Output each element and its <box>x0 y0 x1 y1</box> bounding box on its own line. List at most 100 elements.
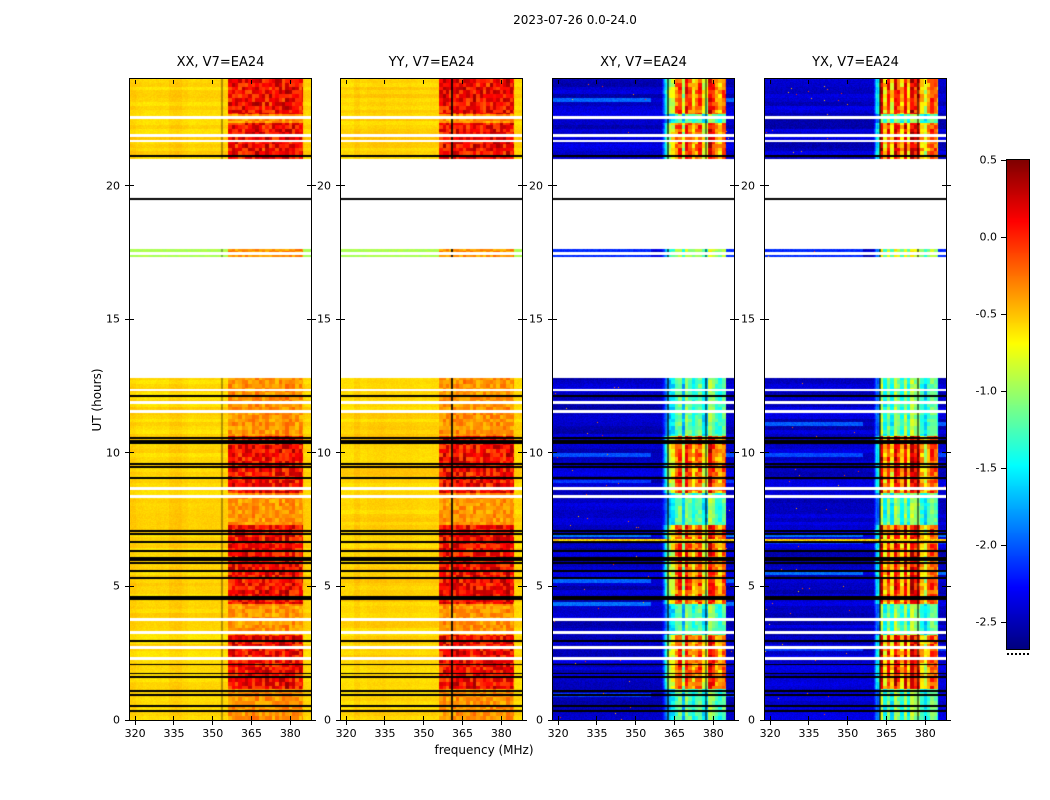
y-tick-label: 15 <box>106 312 120 326</box>
x-tick-mark-top <box>808 80 810 84</box>
x-axis-label: frequency (MHz) <box>434 743 534 757</box>
y-tick-mark-left <box>125 185 134 187</box>
x-tick-mark-bottom <box>847 716 849 725</box>
x-tick-label: 380 <box>702 727 724 740</box>
y-tick-mark-left <box>125 318 134 320</box>
y-tick-mark-left <box>336 452 345 454</box>
y-tick-mark-right <box>730 452 739 454</box>
y-tick-mark-right <box>307 719 316 721</box>
x-tick-label: 335 <box>163 727 185 740</box>
spectrogram-panel-frame <box>552 78 735 721</box>
y-tick-mark-left <box>760 585 769 587</box>
x-tick-mark-bottom <box>289 716 291 725</box>
colorbar-tick-label: -0.5 <box>975 307 997 321</box>
x-tick-mark-top <box>134 80 136 84</box>
x-tick-mark-bottom <box>500 716 502 725</box>
y-tick-mark-left <box>760 452 769 454</box>
x-tick-mark-top <box>251 80 253 84</box>
x-tick-label: 320 <box>335 727 357 740</box>
x-tick-mark-bottom <box>886 716 888 725</box>
y-tick-mark-right <box>942 719 951 721</box>
y-tick-label: 20 <box>529 179 543 193</box>
colorbar-canvas <box>1007 160 1029 649</box>
x-tick-mark-top <box>847 80 849 84</box>
y-tick-mark-left <box>336 719 345 721</box>
x-tick-mark-top <box>635 80 637 84</box>
y-tick-mark-right <box>307 585 316 587</box>
y-tick-label: 5 <box>748 579 755 593</box>
y-tick-mark-right <box>942 452 951 454</box>
x-tick-label: 380 <box>279 727 301 740</box>
y-tick-mark-right <box>730 318 739 320</box>
x-tick-label: 365 <box>241 727 263 740</box>
y-tick-mark-left <box>125 719 134 721</box>
spectrogram-canvas-xy <box>553 79 734 720</box>
x-tick-mark-bottom <box>596 716 598 725</box>
y-tick-label: 0 <box>536 713 543 727</box>
figure-title: 2023-07-26 0.0-24.0 <box>513 13 637 27</box>
colorbar-tick-label: 0.5 <box>979 153 998 167</box>
y-tick-label: 10 <box>317 446 331 460</box>
x-tick-mark-top <box>500 80 502 84</box>
spectrogram-canvas-xx <box>130 79 311 720</box>
colorbar-tick-mark <box>1001 159 1007 161</box>
colorbar-tick-label: -1.0 <box>975 384 997 398</box>
y-tick-label: 20 <box>317 179 331 193</box>
y-tick-mark-left <box>548 452 557 454</box>
y-tick-mark-right <box>730 719 739 721</box>
x-tick-mark-top <box>212 80 214 84</box>
y-tick-label: 5 <box>536 579 543 593</box>
y-tick-mark-right <box>730 585 739 587</box>
y-tick-mark-right <box>307 318 316 320</box>
spectrogram-panel-frame <box>129 78 312 721</box>
x-tick-mark-top <box>674 80 676 84</box>
colorbar-tick-label: -2.5 <box>975 615 997 629</box>
y-tick-label: 15 <box>529 312 543 326</box>
y-tick-label: 0 <box>113 713 120 727</box>
y-tick-mark-left <box>760 719 769 721</box>
colorbar-tick-mark <box>1001 313 1007 315</box>
y-axis-label: UT (hours) <box>90 368 104 432</box>
y-tick-mark-left <box>760 185 769 187</box>
x-tick-label: 365 <box>664 727 686 740</box>
x-tick-label: 320 <box>759 727 781 740</box>
x-tick-label: 335 <box>586 727 608 740</box>
y-tick-mark-right <box>942 318 951 320</box>
x-tick-mark-bottom <box>924 716 926 725</box>
y-tick-mark-right <box>307 452 316 454</box>
x-tick-label: 380 <box>490 727 512 740</box>
y-tick-label: 20 <box>106 179 120 193</box>
y-tick-mark-left <box>548 719 557 721</box>
x-tick-label: 335 <box>798 727 820 740</box>
spectrogram-canvas-yy <box>341 79 522 720</box>
y-tick-mark-left <box>125 452 134 454</box>
x-tick-label: 335 <box>374 727 396 740</box>
y-tick-mark-right <box>518 585 527 587</box>
x-tick-mark-top <box>173 80 175 84</box>
colorbar-frame <box>1006 159 1030 650</box>
y-tick-mark-right <box>942 585 951 587</box>
y-tick-label: 20 <box>741 179 755 193</box>
y-tick-mark-right <box>518 318 527 320</box>
colorbar-tick-mark <box>1001 390 1007 392</box>
y-tick-label: 0 <box>748 713 755 727</box>
y-tick-mark-right <box>518 185 527 187</box>
y-tick-mark-right <box>942 185 951 187</box>
colorbar-tick-mark <box>1001 467 1007 469</box>
x-tick-mark-bottom <box>134 716 136 725</box>
colorbar-tick-mark <box>1001 236 1007 238</box>
x-tick-mark-bottom <box>384 716 386 725</box>
panel-title: XY, V7=EA24 <box>600 55 687 70</box>
x-tick-mark-top <box>886 80 888 84</box>
x-tick-mark-bottom <box>557 716 559 725</box>
x-tick-mark-bottom <box>173 716 175 725</box>
y-tick-label: 15 <box>741 312 755 326</box>
x-tick-mark-top <box>345 80 347 84</box>
y-tick-mark-left <box>125 585 134 587</box>
y-tick-mark-left <box>336 318 345 320</box>
panel-title: YY, V7=EA24 <box>388 55 475 70</box>
x-tick-label: 350 <box>837 727 859 740</box>
y-tick-label: 0 <box>324 713 331 727</box>
y-tick-mark-left <box>548 585 557 587</box>
